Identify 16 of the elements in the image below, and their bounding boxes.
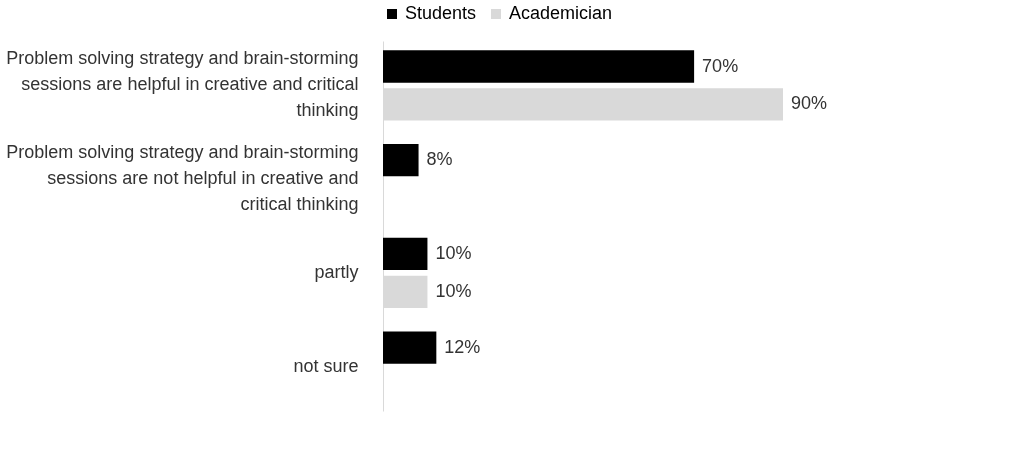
legend-label: Academician (509, 3, 613, 23)
y-tick-label: Problem solving strategy and brain-storming sessions are not helpful in creative and critical thinking (6, 142, 359, 215)
data-label: 70% (702, 55, 739, 76)
bar (383, 237, 428, 270)
data-label: 10% (435, 280, 472, 301)
bar (383, 331, 437, 364)
bar (383, 50, 695, 83)
legend-label: Students (405, 3, 477, 23)
y-tick-label: not sure (293, 355, 359, 376)
data-label: 8% (426, 149, 453, 170)
y-tick-label: Problem solving strategy and brain-storming sessions are helpful in creative and critical thinking (6, 48, 359, 121)
data-label: 12% (444, 336, 481, 357)
data-label: 10% (435, 242, 472, 263)
bar (383, 144, 419, 177)
data-label: 90% (791, 93, 828, 114)
y-tick-label: partly (314, 261, 359, 282)
